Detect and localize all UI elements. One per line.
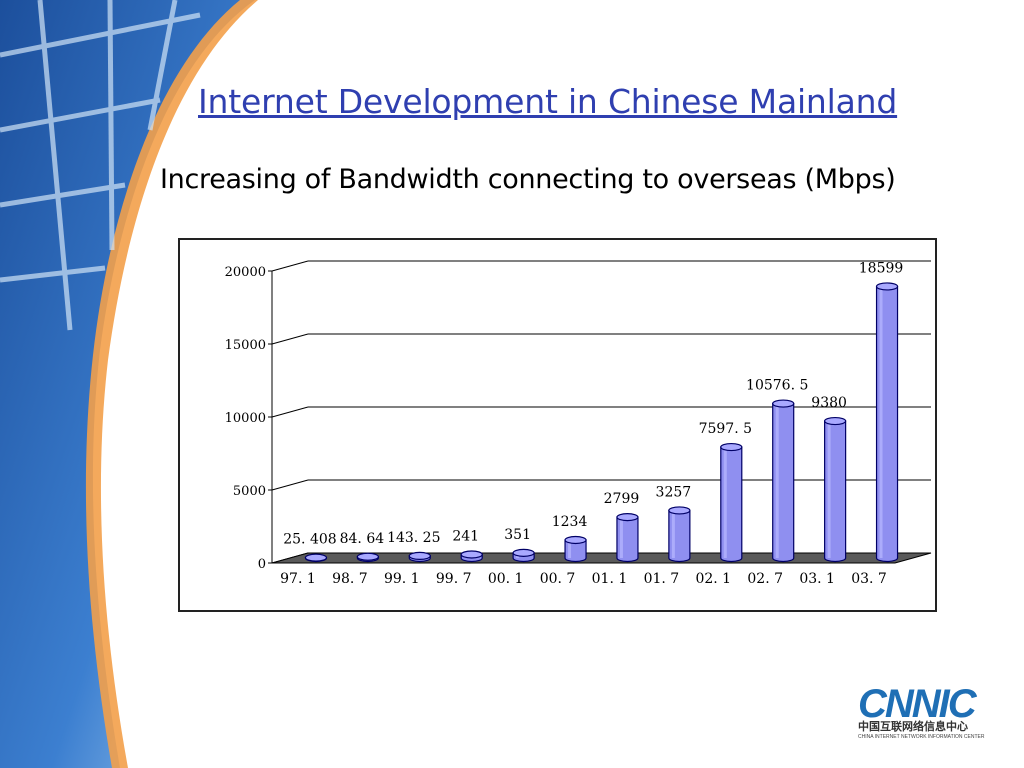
cnnic-logo: CNNIC 中国互联网络信息中心 CHINA INTERNET NETWORK …	[858, 682, 998, 742]
y-tick-label: 20000	[225, 265, 266, 280]
data-label: 18599	[859, 260, 904, 276]
y-tick-label: 15000	[225, 338, 266, 353]
bar-cap	[720, 442, 743, 452]
x-tick-label: 03. 1	[799, 571, 835, 587]
data-label: 1234	[552, 514, 588, 530]
bar-cap	[668, 506, 691, 515]
x-tick-label: 97. 1	[280, 571, 316, 587]
data-label: 241	[452, 528, 479, 544]
bar-highlight	[775, 403, 779, 558]
x-tick-label: 98. 7	[332, 571, 368, 587]
chart-floor	[271, 552, 932, 564]
data-label: 10576. 5	[746, 378, 808, 394]
gridline-depth	[271, 260, 309, 272]
data-label: 7597. 5	[699, 421, 752, 437]
data-label: 351	[504, 527, 531, 543]
bar-cap	[512, 548, 535, 557]
chart-frame: 0 5000 10000 15000 20000 25. 408 97. 1 84. 64 98…	[178, 238, 937, 612]
bar-highlight	[671, 510, 675, 558]
data-label: 2799	[604, 491, 640, 507]
bar-cap	[875, 282, 899, 291]
bar-highlight	[568, 539, 572, 558]
bar-cap	[460, 550, 483, 559]
data-label: 25. 408	[283, 532, 336, 548]
data-label: 3257	[656, 484, 692, 500]
logo-en-text: CHINA INTERNET NETWORK INFORMATION CENTE…	[858, 734, 985, 740]
x-tick-label: 02. 1	[695, 571, 731, 587]
bar-cap	[408, 551, 431, 561]
slide-title: Internet Development in Chinese Mainland	[198, 82, 898, 121]
data-label: 84. 64	[340, 531, 385, 547]
bar-cap	[824, 416, 847, 426]
y-tick-label: 5000	[233, 484, 266, 499]
bar-cap	[616, 513, 639, 522]
slide-subtitle: Increasing of Bandwidth connecting to ov…	[160, 164, 896, 195]
gridline-depth	[271, 479, 309, 491]
x-tick-label: 01. 7	[644, 571, 680, 587]
gridline-depth	[271, 406, 309, 418]
x-tick-label: 99. 1	[384, 571, 420, 587]
bar-cap	[304, 553, 328, 562]
bar-highlight	[723, 447, 727, 558]
x-tick-label: 00. 1	[488, 571, 524, 587]
x-tick-label: 00. 7	[540, 571, 576, 587]
x-tick-label: 99. 7	[436, 571, 472, 587]
bar-cap	[356, 552, 379, 561]
x-tick-label: 03. 7	[851, 571, 887, 587]
bandwidth-bar-chart: 0 5000 10000 15000 20000 25. 408 97. 1 84. 64 98…	[225, 260, 932, 587]
x-tick-label: 01. 1	[592, 571, 628, 587]
logo-mark: CNNIC	[858, 682, 977, 726]
background-decoration	[0, 0, 258, 768]
bar-cap	[772, 399, 795, 408]
logo-cn-text: 中国互联网络信息中心	[858, 720, 968, 733]
y-tick-label: 10000	[225, 411, 266, 426]
gridline-depth	[271, 333, 309, 345]
x-tick-label: 02. 7	[747, 571, 783, 587]
data-label: 143. 25	[387, 530, 440, 546]
bar-highlight	[619, 517, 623, 558]
y-tick-label: 0	[258, 557, 266, 572]
bar-highlight	[879, 286, 883, 558]
bar-highlight	[827, 421, 831, 558]
data-label: 9380	[811, 395, 847, 411]
bar-cap	[564, 535, 587, 545]
